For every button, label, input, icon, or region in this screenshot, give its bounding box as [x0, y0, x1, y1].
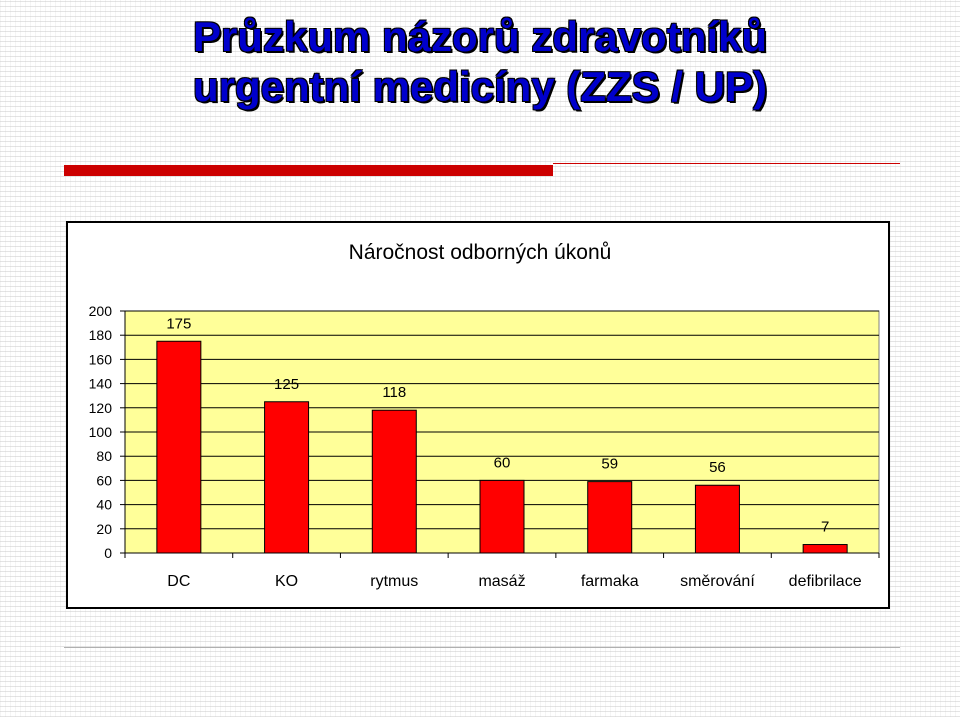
title-underline-bar — [64, 165, 553, 176]
bar — [802, 544, 848, 554]
x-tick-label: směrování — [680, 573, 755, 590]
data-label: 175 — [166, 315, 191, 332]
bar — [264, 401, 310, 554]
bar — [479, 479, 525, 554]
slide-title: Průzkum názorů zdravotníků urgentní medi… — [0, 12, 960, 112]
data-label: 125 — [274, 376, 299, 393]
data-label: 7 — [821, 519, 829, 536]
data-label: 56 — [709, 459, 726, 476]
x-tick-label: masáž — [478, 573, 525, 590]
x-tick-label: farmaka — [581, 573, 639, 590]
slide-title-line-1: Průzkum názorů zdravotníků — [192, 13, 768, 60]
y-tick-label: 140 — [89, 376, 113, 392]
y-tick-label: 160 — [89, 351, 113, 367]
y-tick-label: 80 — [96, 448, 112, 464]
slide-title-line-2: urgentní medicíny (ZZS / UP) — [192, 63, 768, 110]
chart-title: Náročnost odborných úkonů — [349, 241, 612, 264]
data-label: 60 — [494, 454, 511, 471]
bottom-divider — [64, 647, 900, 648]
y-tick-label: 60 — [96, 472, 112, 488]
bar — [587, 481, 633, 554]
y-tick-label: 180 — [89, 327, 113, 343]
x-tick-label: DC — [167, 573, 190, 590]
bar — [694, 484, 740, 554]
bar — [156, 340, 202, 554]
data-label: 118 — [382, 384, 406, 401]
title-underline-thin — [553, 163, 900, 164]
x-tick-label: rytmus — [370, 573, 418, 590]
data-label: 59 — [601, 456, 618, 473]
y-tick-label: 100 — [89, 424, 113, 440]
x-tick-label: defibrilace — [789, 573, 862, 590]
x-tick-label: KO — [275, 573, 298, 590]
y-tick-label: 200 — [89, 303, 113, 319]
y-tick-label: 40 — [96, 497, 112, 513]
bar — [371, 409, 417, 554]
y-tick-label: 20 — [96, 521, 112, 537]
y-tick-label: 120 — [89, 400, 113, 416]
y-tick-label: 0 — [104, 545, 112, 561]
